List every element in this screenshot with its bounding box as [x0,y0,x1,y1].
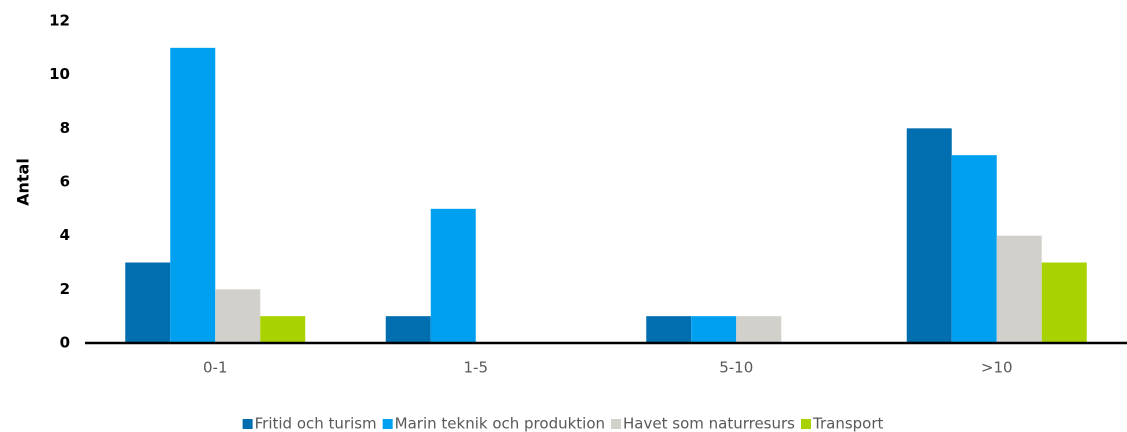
y-axis-label: Antal [14,158,33,206]
bar [260,316,306,343]
bar [996,235,1042,343]
bar [385,316,431,343]
legend-label: Transport [812,415,884,432]
bar [1041,262,1087,343]
y-tick-label: 6 [60,173,70,191]
legend-swatch [611,419,622,429]
bar [125,262,171,343]
bar [736,316,782,343]
bar [691,316,737,343]
bar [430,208,476,343]
y-tick-label: 4 [60,226,70,244]
legend-swatch [382,419,393,429]
legend-label: Havet som naturresurs [623,415,795,432]
y-tick-label: 0 [60,334,70,352]
y-tick-label: 2 [60,280,70,298]
bar [951,155,997,343]
x-tick-label: >10 [981,359,1013,377]
y-tick-label: 8 [60,119,70,137]
x-tick-label: 1-5 [464,359,489,377]
bar [646,316,692,343]
x-tick-label: 5-10 [719,359,753,377]
bar [906,128,952,343]
bar [170,47,216,343]
legend-label: Marin teknik och produktion [395,415,605,432]
x-tick-label: 0-1 [203,359,228,377]
y-tick-label: 10 [49,65,70,83]
y-tick-label: 12 [49,12,70,30]
legend-swatch [242,419,253,429]
bar [215,289,261,343]
legend-label: Fritid och turism [255,415,377,432]
legend-swatch [801,419,811,429]
